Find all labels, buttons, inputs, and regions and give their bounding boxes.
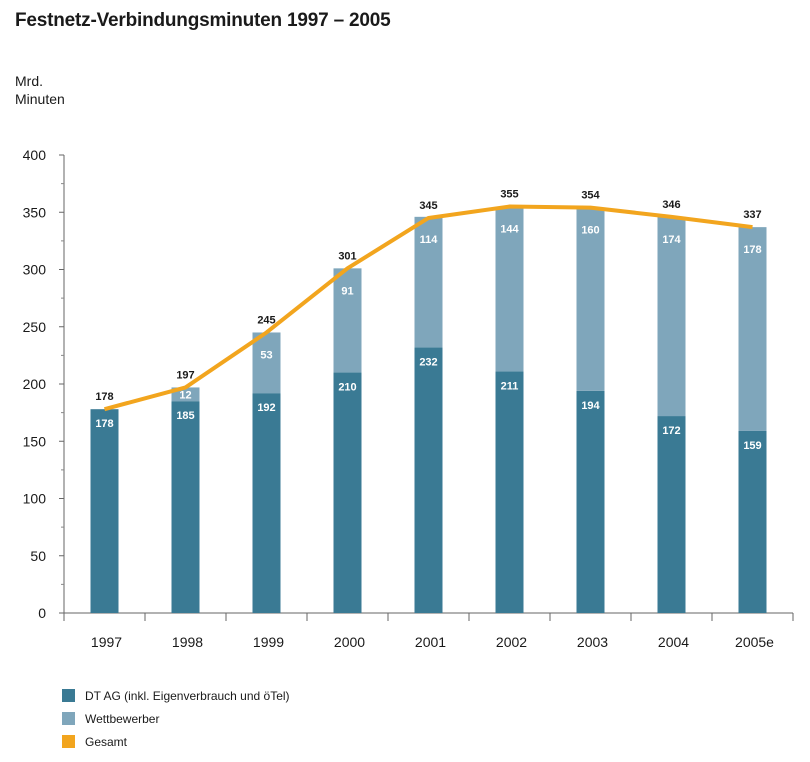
y-tick-label: 0 <box>38 605 46 621</box>
legend: DT AG (inkl. Eigenverbrauch und öTel) We… <box>62 684 290 753</box>
bar-wettbewerber <box>738 227 767 431</box>
bar-wettbewerber <box>495 206 524 372</box>
data-label-gesamt: 355 <box>500 189 518 201</box>
x-tick-label: 2003 <box>577 634 608 650</box>
y-tick-label: 200 <box>23 376 47 392</box>
data-label-dt-ag: 178 <box>95 418 113 430</box>
y-axis-label: Mrd. Minuten <box>15 72 65 108</box>
x-tick-label: 2000 <box>334 634 365 650</box>
data-label-gesamt: 346 <box>662 199 680 211</box>
x-tick-label: 2004 <box>658 634 689 650</box>
legend-item-wettbewerber: Wettbewerber <box>62 707 290 730</box>
data-label-wettbewerber: 160 <box>581 225 599 237</box>
y-axis-label-line1: Mrd. <box>15 73 43 89</box>
data-label-gesamt: 301 <box>338 250 356 262</box>
y-tick-label: 150 <box>23 433 47 449</box>
bar-dt-ag <box>576 390 605 613</box>
data-label-gesamt: 245 <box>257 314 275 326</box>
bar-dt-ag <box>252 393 281 613</box>
data-label-gesamt: 337 <box>743 209 761 221</box>
data-label-gesamt: 345 <box>419 200 437 212</box>
data-label-wettbewerber: 144 <box>500 224 519 236</box>
data-label-dt-ag: 210 <box>338 382 356 394</box>
bar-dt-ag <box>414 347 443 613</box>
x-tick-label: 1997 <box>91 634 122 650</box>
data-label-wettbewerber: 91 <box>341 285 353 297</box>
bar-wettbewerber <box>252 332 281 394</box>
data-label-gesamt: 178 <box>95 391 113 403</box>
chart-plot: 0 50 100 150 200 250 300 350 400 1997 1998 1999 2000… <box>23 147 794 650</box>
x-tick-label: 2005e <box>735 634 774 650</box>
data-label-dt-ag: 159 <box>743 440 761 452</box>
data-label-dt-ag: 172 <box>662 425 680 437</box>
bar-dt-ag <box>495 371 524 613</box>
bar-wettbewerber <box>414 216 443 348</box>
bar-wettbewerber <box>576 207 605 391</box>
x-tick-label: 2002 <box>496 634 527 650</box>
bar-dt-ag <box>333 372 362 613</box>
data-label-wettbewerber: 53 <box>260 349 272 361</box>
x-tick-label: 2001 <box>415 634 446 650</box>
line-gesamt <box>103 204 753 412</box>
legend-label-dt-ag: DT AG (inkl. Eigenverbrauch und öTel) <box>85 688 290 703</box>
y-axis-label-line2: Minuten <box>15 91 65 107</box>
data-label-dt-ag: 192 <box>257 402 275 414</box>
y-tick-label: 100 <box>23 491 47 507</box>
bar-wettbewerber <box>657 216 686 417</box>
data-label-wettbewerber: 114 <box>420 234 439 246</box>
bar-wettbewerber <box>333 268 362 373</box>
data-label-dt-ag: 185 <box>176 410 194 422</box>
y-tick-label: 350 <box>23 204 47 220</box>
data-label-dt-ag: 232 <box>419 356 437 368</box>
legend-swatch-dt-ag <box>62 689 75 702</box>
data-label-dt-ag: 194 <box>581 400 600 412</box>
y-tick-label: 250 <box>23 319 47 335</box>
x-tick-label: 1998 <box>172 634 203 650</box>
legend-swatch-gesamt <box>62 735 75 748</box>
data-label-gesamt: 197 <box>176 369 194 381</box>
y-tick-label: 300 <box>23 262 47 278</box>
y-tick-label: 400 <box>23 147 47 163</box>
legend-label-gesamt: Gesamt <box>85 734 128 749</box>
chart-title: Festnetz-Verbindungsminuten 1997 – 2005 <box>15 10 391 31</box>
data-label-gesamt: 354 <box>581 190 600 202</box>
legend-label-wettbewerber: Wettbewerber <box>85 711 160 726</box>
bar-dt-ag <box>657 416 686 613</box>
bar-dt-ag <box>171 401 200 613</box>
legend-item-gesamt: Gesamt <box>62 730 290 753</box>
data-label-dt-ag: 211 <box>501 380 519 392</box>
data-label-wettbewerber: 12 <box>179 389 191 401</box>
y-tick-label: 50 <box>30 548 46 564</box>
bar-dt-ag <box>90 409 119 613</box>
bar-dt-ag <box>738 430 767 613</box>
data-label-wettbewerber: 178 <box>743 244 761 256</box>
legend-item-dt-ag: DT AG (inkl. Eigenverbrauch und öTel) <box>62 684 290 707</box>
x-tick-label: 1999 <box>253 634 284 650</box>
legend-swatch-wettbewerber <box>62 712 75 725</box>
data-label-wettbewerber: 174 <box>662 234 681 246</box>
